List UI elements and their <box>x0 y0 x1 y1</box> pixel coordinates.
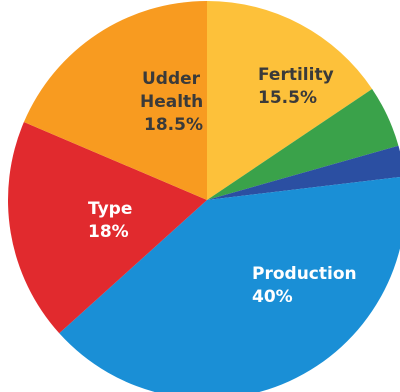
slice-value-text: 15.5% <box>258 88 317 108</box>
pie-labels: Fertility 15.5% Production 40% Type 18% Udder H… <box>88 65 357 307</box>
slice-label-type: Type 18% <box>88 199 132 242</box>
slice-value-text: 18% <box>88 222 129 242</box>
slice-label-production: Production 40% <box>252 264 357 307</box>
slice-value-text: 40% <box>252 287 293 307</box>
pie-slice-production <box>59 177 400 392</box>
pie-slice-type <box>8 122 208 334</box>
pie-slice-unlabeled-2 <box>207 145 400 200</box>
slice-label-text: Udder <box>142 69 201 89</box>
slice-label-text: Health <box>140 92 203 112</box>
slice-label-udder-health: Udder Health 18.5% <box>140 69 203 135</box>
slice-label-text: Fertility <box>258 65 334 85</box>
pie-slice-unlabeled-1 <box>207 88 399 200</box>
pie-slice-udder-health <box>23 1 207 200</box>
slice-label-text: Type <box>88 199 132 219</box>
slice-value-text: 18.5% <box>144 115 203 135</box>
pie-slices <box>8 1 400 392</box>
slice-label-fertility: Fertility 15.5% <box>258 65 334 108</box>
pie-slice-fertility <box>207 1 373 200</box>
slice-label-text: Production <box>252 264 357 284</box>
